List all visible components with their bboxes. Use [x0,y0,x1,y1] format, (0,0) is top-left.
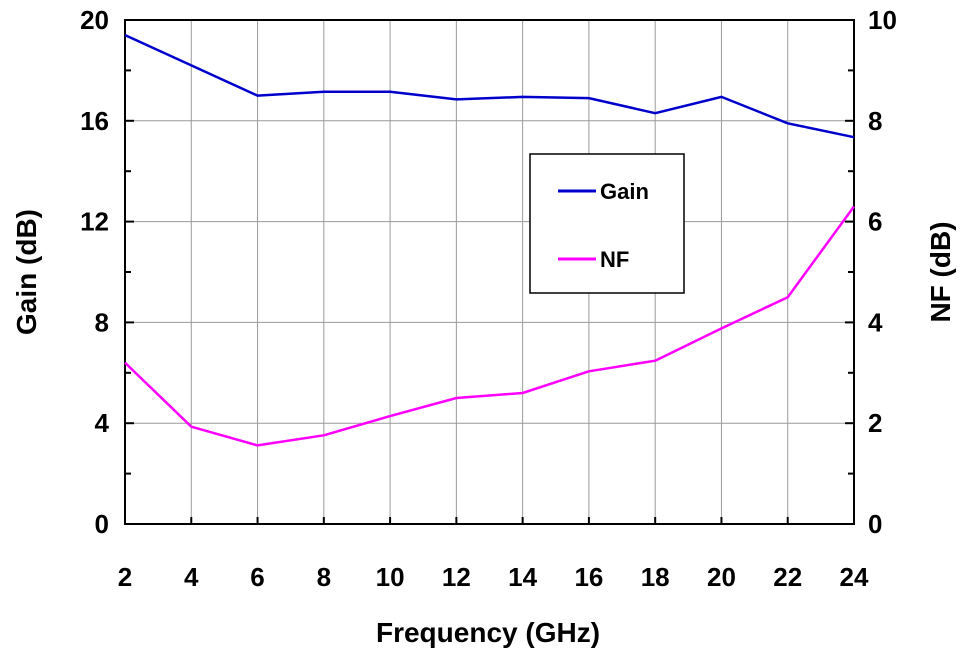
y2-tick-label-5: 10 [868,5,897,35]
y-tick-label-3: 12 [80,207,109,237]
y2-tick-label-3: 6 [868,207,882,237]
x-tick-label-11: 24 [840,562,869,592]
x-tick-label-9: 20 [707,562,736,592]
x-tick-label-0: 2 [118,562,132,592]
y2-tick-label-0: 0 [868,509,882,539]
legend: Gain NF [529,153,685,294]
y2-axis-title: NF (dB) [925,221,956,322]
y-axis-title: Gain (dB) [11,209,42,335]
legend-label-gain: Gain [600,179,649,204]
y-tick-label-0: 0 [95,509,109,539]
x-tick-label-5: 12 [442,562,471,592]
x-tick-label-1: 4 [184,562,199,592]
y2-tick-label-2: 4 [868,307,883,337]
y2-tick-label-1: 2 [868,408,882,438]
x-tick-label-4: 10 [376,562,405,592]
y-tick-label-5: 20 [80,5,109,35]
y-tick-label-2: 8 [95,307,109,337]
grid-lines [124,19,855,525]
series-lines [124,33,856,447]
x-axis-title: Frequency (GHz) [376,617,600,648]
x-tick-label-3: 8 [317,562,331,592]
series-line-nf [124,205,856,447]
plot-area [124,19,855,525]
x-tick-label-6: 14 [508,562,537,592]
series-line-gain [124,33,855,139]
axis-ticks [124,19,855,525]
x-tick-label-10: 22 [773,562,802,592]
x-tick-label-7: 16 [574,562,603,592]
x-tick-label-8: 18 [641,562,670,592]
y2-tick-label-4: 8 [868,106,882,136]
y-tick-label-1: 4 [95,408,110,438]
x-tick-label-2: 6 [250,562,264,592]
legend-box [529,153,685,294]
y-tick-label-4: 16 [80,106,109,136]
legend-label-nf: NF [600,247,629,272]
